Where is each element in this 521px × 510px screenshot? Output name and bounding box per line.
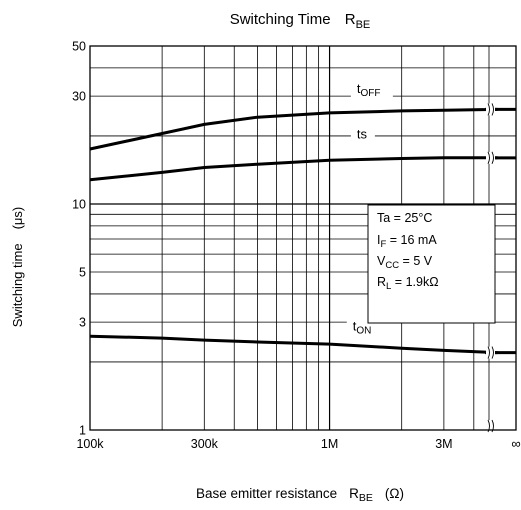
x-axis-label-text: Base emitter resistance bbox=[196, 486, 337, 501]
break-mask bbox=[486, 420, 495, 432]
series-label-background bbox=[350, 79, 393, 99]
chart-title-symbol: R bbox=[345, 11, 356, 28]
series-label-ts-main: ts bbox=[357, 126, 368, 141]
series-label-toff-main: t bbox=[357, 81, 361, 96]
x-tick-label: 1M bbox=[321, 437, 338, 451]
break-arc bbox=[491, 151, 494, 165]
axis-tick-labels: 100k 300k 1M 3M ∞ 1 3 5 10 30 50 bbox=[72, 40, 521, 452]
x-tick-label: 100k bbox=[76, 437, 104, 451]
condition-rl-value: = 1.9kΩ bbox=[391, 275, 438, 289]
conditions-box: Ta = 25°C IF = 16 mA VCC = 5 V RL = 1.9k… bbox=[367, 204, 496, 324]
break-arc bbox=[487, 151, 490, 165]
break-arc bbox=[491, 419, 494, 433]
y-tick-label: 50 bbox=[72, 40, 86, 54]
series-line-ts bbox=[89, 156, 499, 182]
series-label-toff-sub: OFF bbox=[360, 88, 380, 99]
y-tick-label: 3 bbox=[79, 316, 86, 330]
condition-vcc-value: = 5 V bbox=[399, 254, 433, 268]
x-tick-label: 3M bbox=[435, 437, 452, 451]
condition-if-symbol: I bbox=[377, 233, 380, 247]
condition-rl-sub: L bbox=[386, 281, 391, 292]
conditions-box-frame bbox=[367, 204, 496, 324]
break-arc bbox=[491, 346, 494, 359]
x-axis-label-unit: (Ω) bbox=[385, 486, 404, 501]
plot-frame bbox=[89, 45, 517, 431]
y-axis-label: Switching time (μs) bbox=[10, 207, 25, 327]
x-tick-label-infinity: ∞ bbox=[511, 436, 520, 451]
break-arc bbox=[487, 103, 490, 116]
x-axis-label-subscript: BE bbox=[359, 492, 373, 504]
condition-ta: Ta = 25°C bbox=[377, 211, 432, 225]
condition-if: IF = 16 mA bbox=[377, 233, 437, 250]
break-arc bbox=[491, 103, 494, 116]
condition-rl-symbol: R bbox=[377, 275, 386, 289]
series-line-toff bbox=[89, 107, 499, 151]
series-line-ton bbox=[89, 334, 499, 355]
break-arc bbox=[487, 419, 490, 433]
series-label-ton-main: t bbox=[353, 319, 357, 334]
y-tick-label: 30 bbox=[72, 90, 86, 104]
break-arc bbox=[487, 346, 490, 359]
series-label-ton-sub: ON bbox=[356, 326, 371, 337]
y-axis-label-unit: (μs) bbox=[10, 207, 25, 230]
break-mask bbox=[486, 151, 495, 164]
series-lines bbox=[89, 107, 516, 355]
condition-vcc-sub: CC bbox=[385, 260, 399, 271]
y-tick-label: 1 bbox=[79, 424, 86, 438]
x-axis-label-symbol: R bbox=[349, 486, 359, 501]
series-label-ts: ts bbox=[357, 126, 368, 141]
series-label-background bbox=[350, 125, 375, 145]
series-label-toff: tOFF bbox=[357, 81, 381, 99]
y-axis-label-text: Switching time bbox=[10, 243, 25, 327]
condition-ta-text: Ta = 25°C bbox=[377, 211, 432, 225]
chart-title-subscript: BE bbox=[356, 19, 371, 31]
condition-rl: RL = 1.9kΩ bbox=[377, 275, 439, 292]
axis-break-marks bbox=[486, 103, 495, 433]
condition-if-sub: F bbox=[380, 239, 386, 250]
chart-title: Switching Time RBE bbox=[230, 11, 371, 31]
x-tick-label: 300k bbox=[191, 437, 219, 451]
condition-vcc: VCC = 5 V bbox=[377, 254, 433, 271]
break-mask bbox=[486, 103, 495, 116]
x-axis-label: Base emitter resistance RBE (Ω) bbox=[196, 486, 404, 504]
condition-if-value: = 16 mA bbox=[386, 233, 437, 247]
y-tick-label: 10 bbox=[72, 197, 86, 211]
break-mask bbox=[486, 346, 495, 359]
series-label-ton: tON bbox=[353, 319, 372, 337]
condition-vcc-symbol: V bbox=[377, 254, 386, 268]
chart-title-main: Switching Time bbox=[230, 11, 331, 28]
y-tick-label: 5 bbox=[79, 266, 86, 280]
